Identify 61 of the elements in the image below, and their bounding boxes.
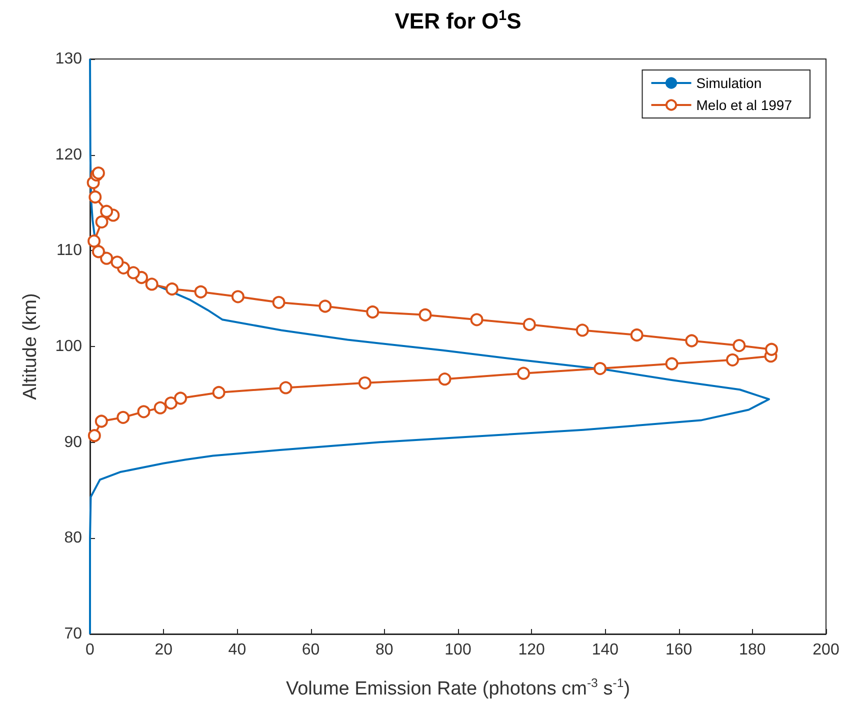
x-tick-label: 80 (376, 642, 394, 658)
point (630, 328, 644, 342)
y-tick-label: 110 (56, 242, 82, 260)
x-tick-label: 160 (665, 642, 692, 658)
point (576, 324, 589, 337)
x-tick-label: 120 (518, 642, 546, 658)
y-tick-label: 130 (55, 50, 82, 68)
x-tick-label: 100 (444, 642, 472, 658)
y-tick-label: 90 (64, 434, 82, 451)
x-tick-label: 20 (154, 642, 173, 658)
point (231, 290, 244, 304)
point (110, 256, 124, 269)
x-tick-label: 140 (592, 642, 619, 658)
y-axis-title: Altitude (km) (20, 293, 41, 400)
point (88, 234, 101, 248)
point (665, 357, 678, 370)
point (92, 245, 105, 258)
x-tick-label: 200 (812, 642, 840, 658)
point (94, 414, 108, 428)
point (594, 362, 607, 376)
point (358, 376, 372, 390)
point (100, 204, 114, 218)
point (137, 405, 150, 418)
point (166, 282, 179, 296)
point (95, 215, 108, 228)
point (145, 278, 158, 291)
point (438, 372, 452, 386)
point (212, 386, 226, 399)
point (194, 285, 208, 298)
point (517, 366, 530, 380)
point (126, 266, 140, 280)
x-tick-label: 180 (739, 642, 766, 658)
point (164, 396, 178, 410)
point (726, 353, 740, 366)
point (88, 429, 101, 442)
y-tick-label: 70 (64, 626, 82, 642)
x-axis-title: Volume Emission Rate (photons cm$^{-3}$ s$^{-1}$) (284, 676, 632, 700)
point (174, 392, 188, 405)
legend-label: Simulation (696, 75, 762, 91)
y-tick-label: 100 (55, 338, 82, 355)
y-tick-label: 120 (55, 146, 82, 164)
point (318, 300, 332, 313)
point (685, 334, 698, 348)
point (522, 318, 536, 331)
chart-title: VER for O$^{1}$S (394, 8, 522, 34)
point (765, 342, 778, 356)
x-tick-label: 60 (302, 642, 320, 658)
point (279, 381, 292, 394)
point (272, 296, 286, 309)
point (116, 410, 130, 424)
y-tick-label: 80 (64, 530, 82, 547)
point (470, 313, 484, 326)
point (88, 190, 102, 204)
point (154, 401, 167, 414)
point (100, 252, 114, 265)
legend-label: Melo et al 1997 (696, 97, 792, 113)
x-tick-label: 40 (228, 642, 246, 658)
point (732, 339, 746, 352)
x-tick-label: 0 (86, 642, 95, 658)
point (418, 308, 432, 322)
point (366, 306, 380, 318)
